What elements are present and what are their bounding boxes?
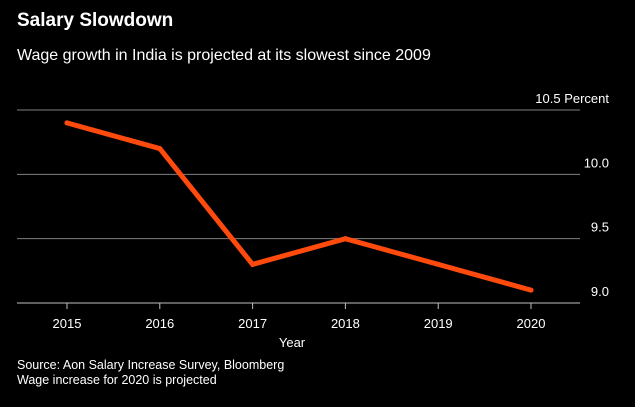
data-point	[435, 261, 441, 267]
series-layer	[64, 120, 534, 293]
chart-footer: Source: Aon Salary Increase Survey, Bloo…	[17, 358, 284, 388]
data-point	[250, 261, 256, 267]
y-tick-label: 9.0	[591, 284, 609, 299]
x-axis	[66, 303, 532, 309]
data-point	[157, 146, 163, 152]
data-point	[64, 120, 70, 126]
data-point	[342, 236, 348, 242]
x-tick-label: 2015	[53, 316, 82, 331]
data-point	[528, 287, 534, 293]
series-line	[64, 120, 534, 293]
y-tick-label: 10.0	[584, 155, 609, 170]
projection-note: Wage increase for 2020 is projected	[17, 373, 217, 387]
x-tick-label: 2018	[331, 316, 360, 331]
x-tick-label: 2019	[424, 316, 453, 331]
y-tick-label: 9.5	[591, 220, 609, 235]
chart-subtitle: Wage growth in India is projected at its…	[17, 47, 431, 64]
x-tick-label: 2017	[238, 316, 267, 331]
x-axis-label: Year	[279, 335, 306, 350]
gridlines	[17, 109, 580, 304]
tick-labels: 10.5 Percent 10.0 9.5 9.0 2015 2016 2017 2018 20…	[53, 91, 610, 331]
chart-title: Salary Slowdown	[17, 10, 174, 31]
x-tick-label: 2016	[145, 316, 174, 331]
x-tick-label: 2020	[517, 316, 546, 331]
source-note: Source: Aon Salary Increase Survey, Bloo…	[17, 358, 285, 372]
y-tick-label: 10.5 Percent	[535, 91, 609, 106]
